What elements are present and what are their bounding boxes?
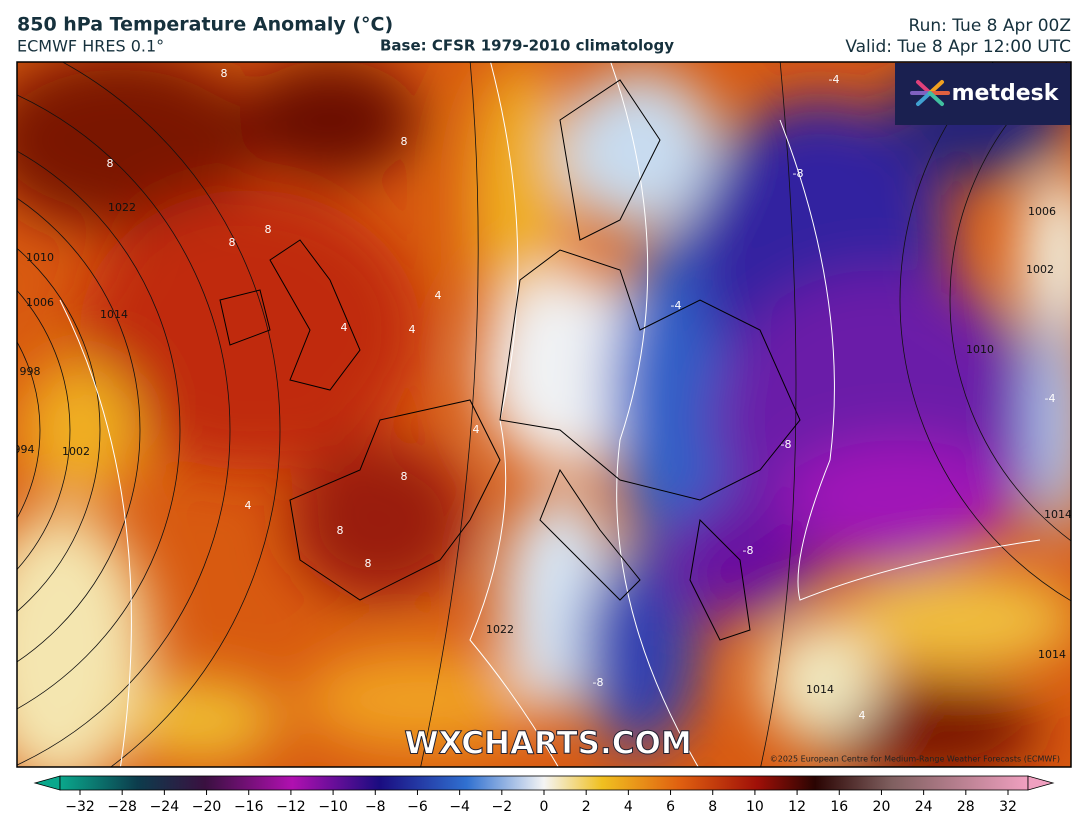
- anomaly-label: 8: [365, 557, 372, 570]
- logo-icon: [910, 80, 950, 106]
- colorbar-tick-label: −12: [276, 799, 306, 815]
- isobar-label: 1014: [1038, 648, 1066, 661]
- isobar-label: 1014: [1044, 508, 1072, 521]
- colorbar-tick-label: −20: [192, 799, 222, 815]
- anomaly-label: -8: [743, 544, 754, 557]
- colorbar-tick-label: −8: [365, 799, 386, 815]
- anomaly-label: 4: [859, 709, 866, 722]
- colorbar-tick-label: 20: [873, 799, 891, 815]
- colorbar-tick-label: 8: [708, 799, 717, 815]
- colorbar-tick-label: 0: [540, 799, 549, 815]
- colorbar-tick-label: 6: [666, 799, 675, 815]
- anomaly-label: 4: [341, 321, 348, 334]
- base: Base: CFSR 1979-2010 climatology: [380, 37, 674, 55]
- anomaly-label: -4: [1045, 392, 1056, 405]
- colorbar-tick-label: 16: [830, 799, 848, 815]
- anomaly-label: 8: [107, 157, 114, 170]
- anomaly-contours: [59, 62, 1041, 767]
- anomaly-label: 8: [401, 135, 408, 148]
- colorbar-tick-label: −16: [234, 799, 264, 815]
- isobar-label: 1006: [1028, 205, 1056, 218]
- isobar-label: 1002: [1026, 263, 1054, 276]
- anomaly-label: -8: [781, 438, 792, 451]
- isobar-label: 1002: [62, 445, 90, 458]
- run: Run: Tue 8 Apr 00Z: [909, 16, 1071, 36]
- anomaly-label: 4: [435, 289, 442, 302]
- logo: metdesk: [952, 81, 1060, 106]
- colorbar-tick-label: 24: [915, 799, 933, 815]
- colorbar-tick-label: −6: [407, 799, 428, 815]
- colorbar-tick-label: 12: [788, 799, 806, 815]
- valid: Valid: Tue 8 Apr 12:00 UTC: [845, 37, 1071, 57]
- anomaly-label: 8: [229, 236, 236, 249]
- anomaly-label: -8: [593, 676, 604, 689]
- colorbar-tick-label: −28: [107, 799, 137, 815]
- colorbar-tick-label: −10: [318, 799, 348, 815]
- anomaly-label: 4: [473, 423, 480, 436]
- isobar-label: 1014: [100, 308, 128, 321]
- colorbar-tick-label: 32: [999, 799, 1017, 815]
- colorbar-tick-label: −2: [491, 799, 512, 815]
- colorbar-tick-label: 4: [624, 799, 633, 815]
- map-frame: [16, 61, 1072, 768]
- anomaly-label: 4: [409, 323, 416, 336]
- anomaly-label: 4: [245, 499, 252, 512]
- colorbar-tick-label: 10: [746, 799, 764, 815]
- isobar-label: 998: [20, 365, 41, 378]
- colorbar-tick-label: −24: [150, 799, 180, 815]
- isobar-label: 994: [14, 443, 35, 456]
- colorbar-max-arrow: [1027, 775, 1055, 791]
- isobar-label: 1010: [966, 343, 994, 356]
- isobar-label: 1010: [26, 251, 54, 264]
- isobar-label: 1014: [806, 683, 834, 696]
- colorbar-tick-label: −4: [449, 799, 470, 815]
- colorbar-min-arrow: [33, 775, 61, 791]
- colorbar: −32 −28 −24 −20 −16 −12 −10 −8 −6 −4 −2 0 2 4 6 8 10 12 16…: [33, 775, 1055, 815]
- anomaly-label: -4: [829, 73, 840, 86]
- anomaly-label: 8: [221, 67, 228, 80]
- isobar-label: 1006: [26, 296, 54, 309]
- anomaly-label: -8: [793, 167, 804, 180]
- colorbar-tick-label: −32: [65, 799, 95, 815]
- colorbar-tick-label: 28: [957, 799, 975, 815]
- anomaly-label: 8: [337, 524, 344, 537]
- anomaly-label: 8: [265, 223, 272, 236]
- isobar-label: 1022: [108, 201, 136, 214]
- anomaly-label: 8: [401, 470, 408, 483]
- colorbar-bar: [59, 775, 1029, 791]
- anomaly-label: -4: [671, 299, 682, 312]
- title: 850 hPa Temperature Anomaly (°C): [17, 14, 393, 36]
- copyright: ©2025 European Centre for Medium-Range W…: [770, 755, 1060, 764]
- colorbar-tick-label: 2: [582, 799, 591, 815]
- watermark: WXCHARTS.COM: [404, 726, 691, 762]
- model: ECMWF HRES 0.1°: [17, 37, 164, 56]
- isobar-label: 1022: [486, 623, 514, 636]
- coastlines: [219, 79, 801, 641]
